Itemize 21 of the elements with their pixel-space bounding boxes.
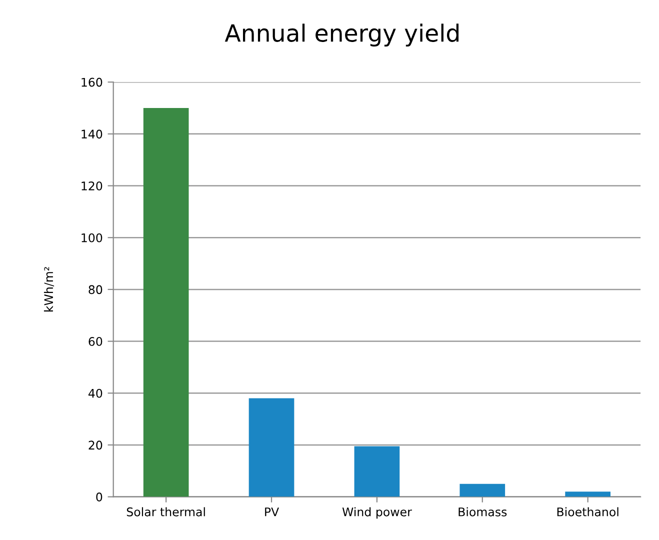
x-tick-label: Wind power	[342, 507, 412, 519]
bar	[565, 492, 610, 497]
bar	[248, 398, 294, 497]
bar	[354, 446, 400, 497]
y-tick-label: 120	[82, 181, 102, 190]
y-tick-label: 40	[88, 388, 102, 398]
y-tick-label: 60	[88, 337, 102, 346]
x-tick-label: PV	[265, 508, 280, 516]
y-axis-title: kWh/m²	[44, 267, 54, 312]
x-tick-label: Biomass	[458, 507, 507, 516]
y-tick-label: 80	[88, 285, 102, 294]
y-tick-label: 100	[82, 233, 102, 242]
x-tick-label: Solar thermal	[126, 507, 205, 516]
y-tick-label: 140	[82, 130, 102, 139]
x-tick-label: Bioethanol	[557, 507, 618, 516]
bar	[143, 108, 189, 497]
bar	[460, 484, 506, 497]
chart-title: Annual energy yield	[224, 24, 459, 47]
y-tick-label: 160	[82, 78, 102, 87]
y-tick-label: 20	[88, 440, 102, 450]
y-tick-label: 0	[96, 492, 102, 502]
